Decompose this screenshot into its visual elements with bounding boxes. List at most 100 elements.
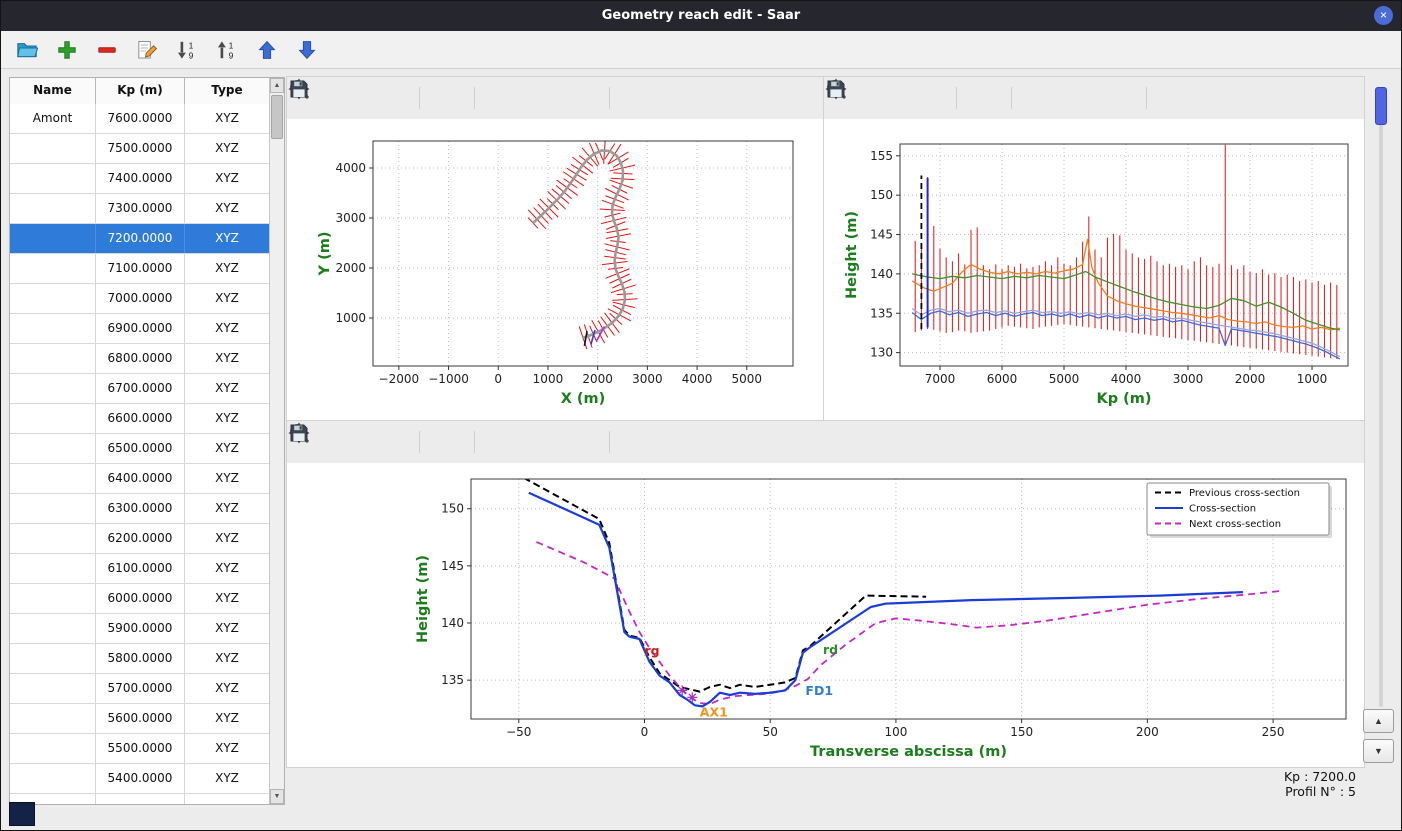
profile-row[interactable]: 5700.0000 XYZ: [10, 674, 269, 704]
profile-type-cell: XYZ: [215, 681, 239, 695]
back-button[interactable]: [827, 81, 902, 111]
profile-kp-cell: 5900.0000: [96, 614, 185, 643]
profile-type-cell: XYZ: [215, 411, 239, 425]
profile-row[interactable]: 5500.0000 XYZ: [10, 734, 269, 764]
profile-type-cell: XYZ: [215, 441, 239, 455]
zoom-original-button[interactable]: i: [827, 80, 1092, 111]
toolbar-separator: [419, 87, 420, 109]
next-profile-button[interactable]: ▼: [1363, 739, 1394, 763]
table-body: Amont 7600.0000 XYZ 7500.0000 XYZ 7400.0000 XY…: [10, 104, 269, 804]
profile-row[interactable]: 7500.0000 XYZ: [10, 134, 269, 164]
svg-text:6000: 6000: [987, 372, 1018, 386]
profile-name-cell: [10, 464, 96, 493]
svg-text:1: 1: [229, 40, 234, 50]
close-button[interactable]: ×: [1374, 6, 1393, 25]
save-figure-button[interactable]: [290, 424, 650, 455]
cross-section-figure-toolbar: i: [287, 421, 1364, 463]
profile-type-cell: XYZ: [215, 321, 239, 335]
open-button[interactable]: [13, 36, 41, 64]
pan-button[interactable]: [288, 422, 460, 455]
profile-row[interactable]: 6400.0000 XYZ: [10, 464, 269, 494]
profile-row[interactable]: 6700.0000 XYZ: [10, 374, 269, 404]
column-header-type[interactable]: Type: [211, 83, 243, 97]
plan-view-figure[interactable]: −2000 −1000 0 1000 2000 3000 4000 5000 1000 2000 3…: [287, 77, 824, 421]
zoom-original-button[interactable]: i: [290, 80, 555, 111]
edit-profile-button[interactable]: [133, 36, 161, 64]
profile-row[interactable]: 6800.0000 XYZ: [10, 344, 269, 374]
previous-profile-button[interactable]: ▲: [1363, 709, 1394, 733]
side-slider-thumb[interactable]: [1375, 87, 1387, 125]
svg-text:0: 0: [494, 372, 502, 386]
scroll-down-button[interactable]: ▼: [270, 789, 284, 804]
profile-row[interactable]: 7300.0000 XYZ: [10, 194, 269, 224]
profile-row[interactable]: 5400.0000 XYZ: [10, 764, 269, 794]
scroll-up-button[interactable]: ▲: [270, 78, 284, 93]
titlebar: Geometry reach edit - Saar ×: [1, 1, 1401, 31]
forward-button[interactable]: [290, 425, 405, 455]
zoom-rect-button[interactable]: [290, 80, 595, 111]
profile-kp-cell: 6500.0000: [96, 434, 185, 463]
profile-type-cell: XYZ: [215, 591, 239, 605]
side-slider-track[interactable]: [1379, 87, 1383, 707]
profile-name-cell: [10, 404, 96, 433]
profile-row[interactable]: 6300.0000 XYZ: [10, 494, 269, 524]
zoom-button[interactable]: [290, 80, 515, 111]
add-profile-button[interactable]: [53, 36, 81, 64]
profile-kp-cell: 5400.0000: [96, 764, 185, 793]
save-figure-button[interactable]: [290, 80, 650, 111]
profile-row[interactable]: 6200.0000 XYZ: [10, 524, 269, 554]
profile-name-cell: [10, 734, 96, 763]
profile-row[interactable]: 6100.0000 XYZ: [10, 554, 269, 584]
profile-row[interactable]: 7200.0000 XYZ: [10, 224, 269, 254]
profile-row[interactable]: 6000.0000 XYZ: [10, 584, 269, 614]
zoom-rect-button[interactable]: [290, 424, 595, 455]
profile-row[interactable]: 7000.0000 XYZ: [10, 284, 269, 314]
back-button[interactable]: [290, 81, 365, 111]
profile-row[interactable]: Amont 7600.0000 XYZ: [10, 104, 269, 134]
save-figure-button[interactable]: [827, 80, 1187, 111]
profile-row[interactable]: 7400.0000 XYZ: [10, 164, 269, 194]
scrollbar-thumb[interactable]: [271, 95, 283, 139]
table-scrollbar[interactable]: ▲ ▼: [269, 78, 284, 804]
svg-text:150: 150: [870, 188, 893, 202]
profile-row[interactable]: 7100.0000 XYZ: [10, 254, 269, 284]
zoom-button[interactable]: [827, 80, 1052, 111]
profile-type-cell: XYZ: [215, 651, 239, 665]
profile-name-cell: [10, 704, 96, 733]
svg-text:150: 150: [441, 502, 464, 516]
forward-button[interactable]: [290, 81, 405, 111]
profile-name-cell: [10, 584, 96, 613]
svg-text:200: 200: [1136, 725, 1159, 739]
move-down-button[interactable]: [293, 36, 321, 64]
zoom-rect-button[interactable]: [827, 80, 1132, 111]
longitudinal-profile-figure[interactable]: 7000 6000 5000 4000 3000 2000 1000 130 135 140 145…: [824, 77, 1364, 421]
profile-kp-cell: 6600.0000: [96, 404, 185, 433]
column-header-kp-m[interactable]: Kp (m): [96, 78, 185, 104]
plots-area: −2000 −1000 0 1000 2000 3000 4000 5000 1000 2000 3…: [286, 76, 1365, 768]
pan-button[interactable]: [825, 78, 997, 111]
svg-text:2000: 2000: [1235, 372, 1266, 386]
back-button[interactable]: [290, 425, 365, 455]
svg-text:4000: 4000: [1111, 372, 1142, 386]
forward-button[interactable]: [827, 81, 942, 111]
zoom-button[interactable]: [290, 424, 515, 455]
profile-row[interactable]: 5900.0000 XYZ: [10, 614, 269, 644]
zoom-original-button[interactable]: i: [290, 424, 555, 455]
profile-name-cell: [10, 494, 96, 523]
column-header-name[interactable]: Name: [10, 78, 96, 104]
profile-row[interactable]: 6600.0000 XYZ: [10, 404, 269, 434]
profile-row[interactable]: 5600.0000 XYZ: [10, 704, 269, 734]
pan-button[interactable]: [288, 78, 460, 111]
profile-row[interactable]: 5800.0000 XYZ: [10, 644, 269, 674]
cross-section-figure[interactable]: −50 0 50 100 150 200 250135140145150Transverse…: [287, 421, 1364, 767]
status-profil: Profil N° : 5: [1285, 784, 1356, 799]
profile-kp-cell: 5500.0000: [96, 734, 185, 763]
remove-profile-button[interactable]: [93, 36, 121, 64]
profile-kp-cell: 5700.0000: [96, 674, 185, 703]
profile-row[interactable]: 6500.0000 XYZ: [10, 434, 269, 464]
move-up-button[interactable]: [253, 36, 281, 64]
svg-text:3000: 3000: [1173, 372, 1204, 386]
profile-row[interactable]: 6900.0000 XYZ: [10, 314, 269, 344]
